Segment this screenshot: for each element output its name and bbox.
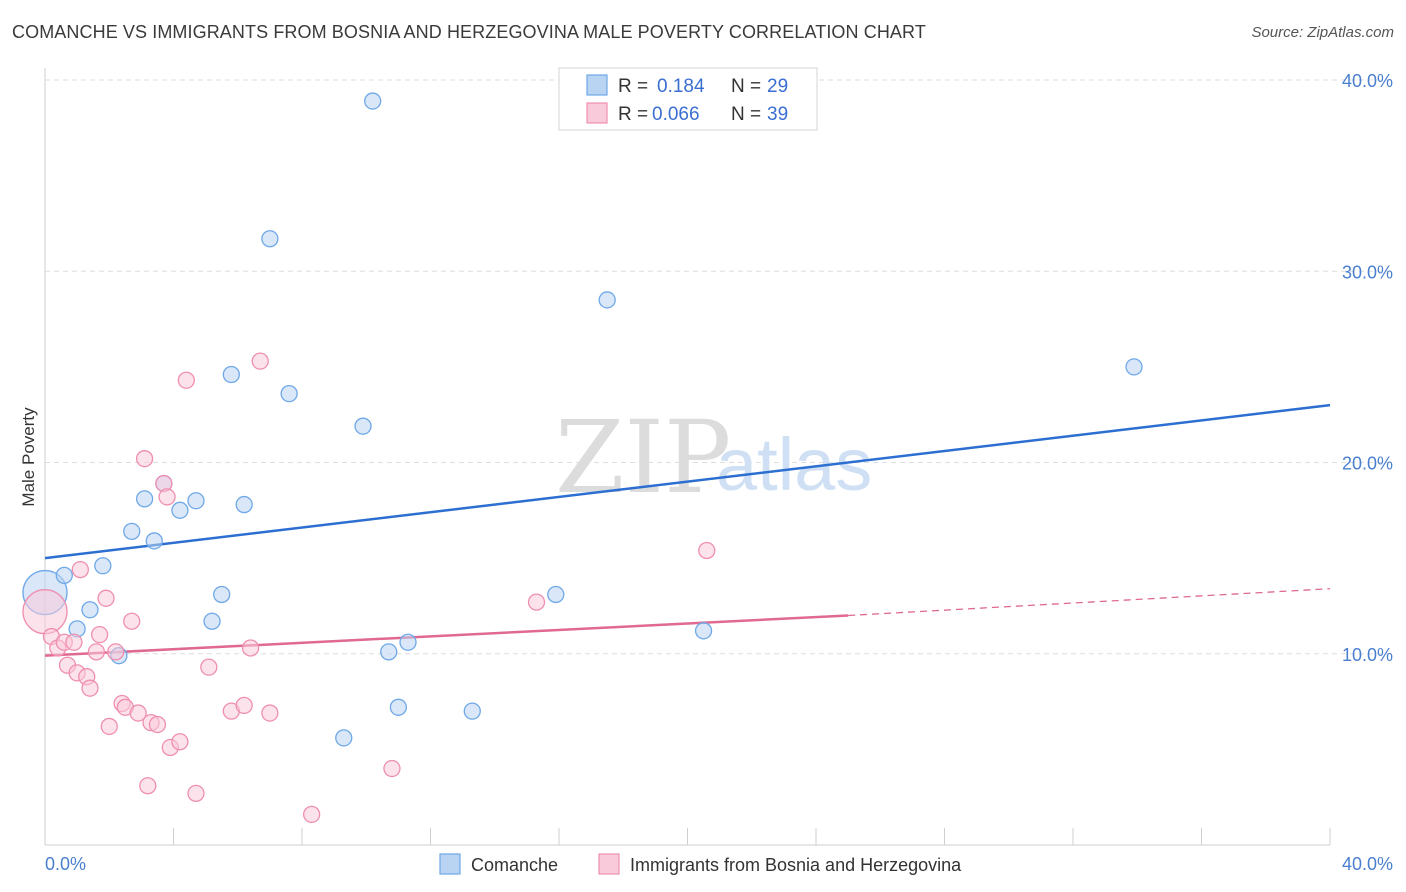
comanche-point-17 xyxy=(280,384,298,403)
bosnia-point-37 xyxy=(527,593,546,611)
bosnia-point-27 xyxy=(177,371,196,389)
bosnia-point-5 xyxy=(65,633,83,651)
comanche-point-22 xyxy=(389,698,408,716)
bosnia-point-33 xyxy=(251,352,269,370)
comanche-point-20 xyxy=(364,92,382,110)
comanche-point-7 xyxy=(135,490,154,508)
comanche-point-18 xyxy=(335,729,353,747)
bosnia-point-29 xyxy=(200,658,218,676)
bottom-legend: Comanche Immigrants from Bosnia and Herz… xyxy=(439,853,962,875)
comanche-point-16 xyxy=(261,230,279,248)
bosnia-trend-line-extension xyxy=(848,588,1331,617)
bosnia-point-35 xyxy=(302,805,321,824)
legend-n-label-2: N = xyxy=(731,104,761,125)
legend-r-label-1: R = xyxy=(618,76,648,97)
comanche-point-3 xyxy=(81,601,99,619)
x-tick-labels: 0.0% 40.0% xyxy=(45,854,1393,874)
watermark-atlas: atlas xyxy=(716,423,872,506)
trend-lines xyxy=(44,403,1331,657)
x-tick-label-0: 0.0% xyxy=(45,854,86,874)
bosnia-point-9 xyxy=(81,679,99,697)
comanche-point-4 xyxy=(94,557,112,575)
bosnia-point-18 xyxy=(129,704,147,722)
comanche-point-19 xyxy=(354,417,372,435)
y-tick-label-0: 10.0% xyxy=(1342,645,1393,665)
x-tick-label-1: 40.0% xyxy=(1342,854,1393,874)
bosnia-point-0 xyxy=(22,589,68,635)
bosnia-point-10 xyxy=(87,643,106,661)
bosnia-trend-line xyxy=(44,614,849,657)
comanche-point-25 xyxy=(547,585,565,604)
bosnia-point-19 xyxy=(135,450,154,468)
bottom-legend-swatch-comanche xyxy=(439,853,461,875)
comanche-point-13 xyxy=(213,585,231,604)
comanche-point-26 xyxy=(598,291,616,309)
bosnia-point-31 xyxy=(235,696,253,715)
bosnia-point-17 xyxy=(123,612,141,630)
legend-n-value-2: 39 xyxy=(767,104,788,125)
bosnia-point-34 xyxy=(261,704,279,722)
bosnia-point-24 xyxy=(158,488,176,506)
comanche-trend-line xyxy=(44,403,1331,560)
y-axis-label: Male Poverty xyxy=(19,407,38,507)
legend-box: R = 0.184 N = 29 R = 0.066 N = 39 xyxy=(558,67,818,131)
source-credit: Source: ZipAtlas.com xyxy=(1251,24,1394,41)
y-tick-label-2: 30.0% xyxy=(1342,262,1393,282)
grid-lines xyxy=(45,79,1393,655)
comanche-point-28 xyxy=(1125,358,1143,376)
legend-n-value-1: 29 xyxy=(767,76,788,97)
bosnia-point-11 xyxy=(90,625,109,644)
watermark: ZIP atlas xyxy=(555,399,872,516)
bosnia-point-22 xyxy=(148,715,167,734)
bosnia-point-36 xyxy=(383,759,401,778)
legend-r-label-2: R = xyxy=(618,104,648,125)
bosnia-point-20 xyxy=(139,777,157,795)
comanche-point-12 xyxy=(203,612,221,630)
comanche-point-15 xyxy=(235,495,253,514)
watermark-zip: ZIP xyxy=(555,399,731,516)
data-points xyxy=(22,92,1143,824)
comanche-point-14 xyxy=(222,365,240,384)
legend-swatch-bosnia xyxy=(586,102,608,124)
chart-title: COMANCHE VS IMMIGRANTS FROM BOSNIA AND H… xyxy=(12,22,926,42)
bosnia-point-28 xyxy=(187,784,205,803)
bottom-legend-label-bosnia: Immigrants from Bosnia and Herzegovina xyxy=(630,855,962,875)
comanche-point-23 xyxy=(399,633,417,651)
y-tick-label-1: 20.0% xyxy=(1342,454,1393,474)
comanche-point-8 xyxy=(145,532,163,550)
bosnia-point-14 xyxy=(107,643,125,661)
axes xyxy=(44,68,1331,846)
bosnia-point-26 xyxy=(171,733,189,751)
bosnia-point-32 xyxy=(241,639,260,657)
legend-r-value-2: 0.066 xyxy=(652,104,700,125)
legend-swatch-comanche xyxy=(586,74,608,96)
comanche-point-10 xyxy=(171,501,189,519)
comanche-point-6 xyxy=(123,522,141,540)
bottom-legend-swatch-bosnia xyxy=(598,853,620,875)
comanche-point-1 xyxy=(55,566,73,584)
bosnia-point-12 xyxy=(97,589,115,607)
legend-r-value-1: 0.184 xyxy=(657,76,705,97)
y-tick-labels: 10.0% 20.0% 30.0% 40.0% xyxy=(1342,71,1393,665)
bosnia-point-13 xyxy=(100,717,118,736)
comanche-point-24 xyxy=(463,702,481,720)
comanche-point-27 xyxy=(694,622,713,640)
bosnia-point-38 xyxy=(698,541,716,560)
y-tick-label-3: 40.0% xyxy=(1342,71,1393,91)
comanche-point-11 xyxy=(187,492,205,510)
bottom-legend-label-comanche: Comanche xyxy=(471,855,558,875)
comanche-point-21 xyxy=(380,643,398,661)
bosnia-point-7 xyxy=(71,560,89,579)
legend-n-label-1: N = xyxy=(731,76,761,97)
